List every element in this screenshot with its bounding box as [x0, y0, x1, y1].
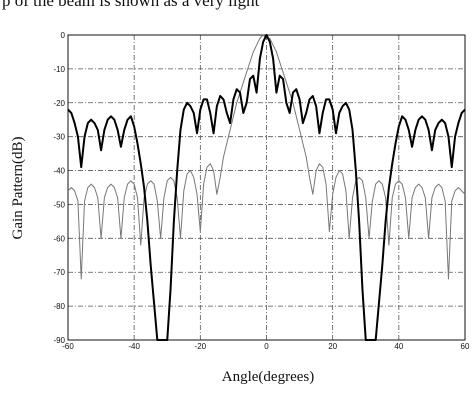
caption-fragment: p of the beam is shown as a very light [2, 0, 260, 10]
series-line-0 [67, 34, 466, 341]
series-group [67, 34, 466, 341]
y-tick-label-9: -90 [53, 336, 65, 345]
y-tick-label-7: -70 [53, 268, 65, 277]
x-tick-label-6: 60 [461, 342, 470, 351]
x-tick-label-3: 0 [264, 342, 269, 351]
series-line-1 [67, 34, 466, 280]
x-tick-label-4: 20 [328, 342, 337, 351]
tick-labels: -60 -40 -20 0 20 40 60 0 -10 -20 -30 -40 -50 -60 -70 -8… [53, 31, 470, 351]
y-tick-label-2: -20 [53, 99, 65, 108]
x-tick-label-2: -20 [195, 342, 207, 351]
y-tick-label-1: -10 [53, 65, 65, 74]
y-tick-label-3: -30 [53, 133, 65, 142]
y-tick-label-0: 0 [61, 31, 66, 40]
x-tick-label-0: -60 [62, 342, 74, 351]
y-axis-label: Gain Pattern(dB) [10, 137, 26, 240]
y-tick-label-8: -80 [53, 302, 65, 311]
y-tick-label-6: -60 [53, 234, 65, 243]
y-tick-label-5: -50 [53, 200, 65, 209]
x-tick-label-1: -40 [128, 342, 140, 351]
chart-grid [68, 35, 465, 340]
y-tick-label-4: -40 [53, 167, 65, 176]
x-axis-label: Angle(degrees) [222, 369, 314, 385]
x-tick-label-5: 40 [394, 342, 403, 351]
